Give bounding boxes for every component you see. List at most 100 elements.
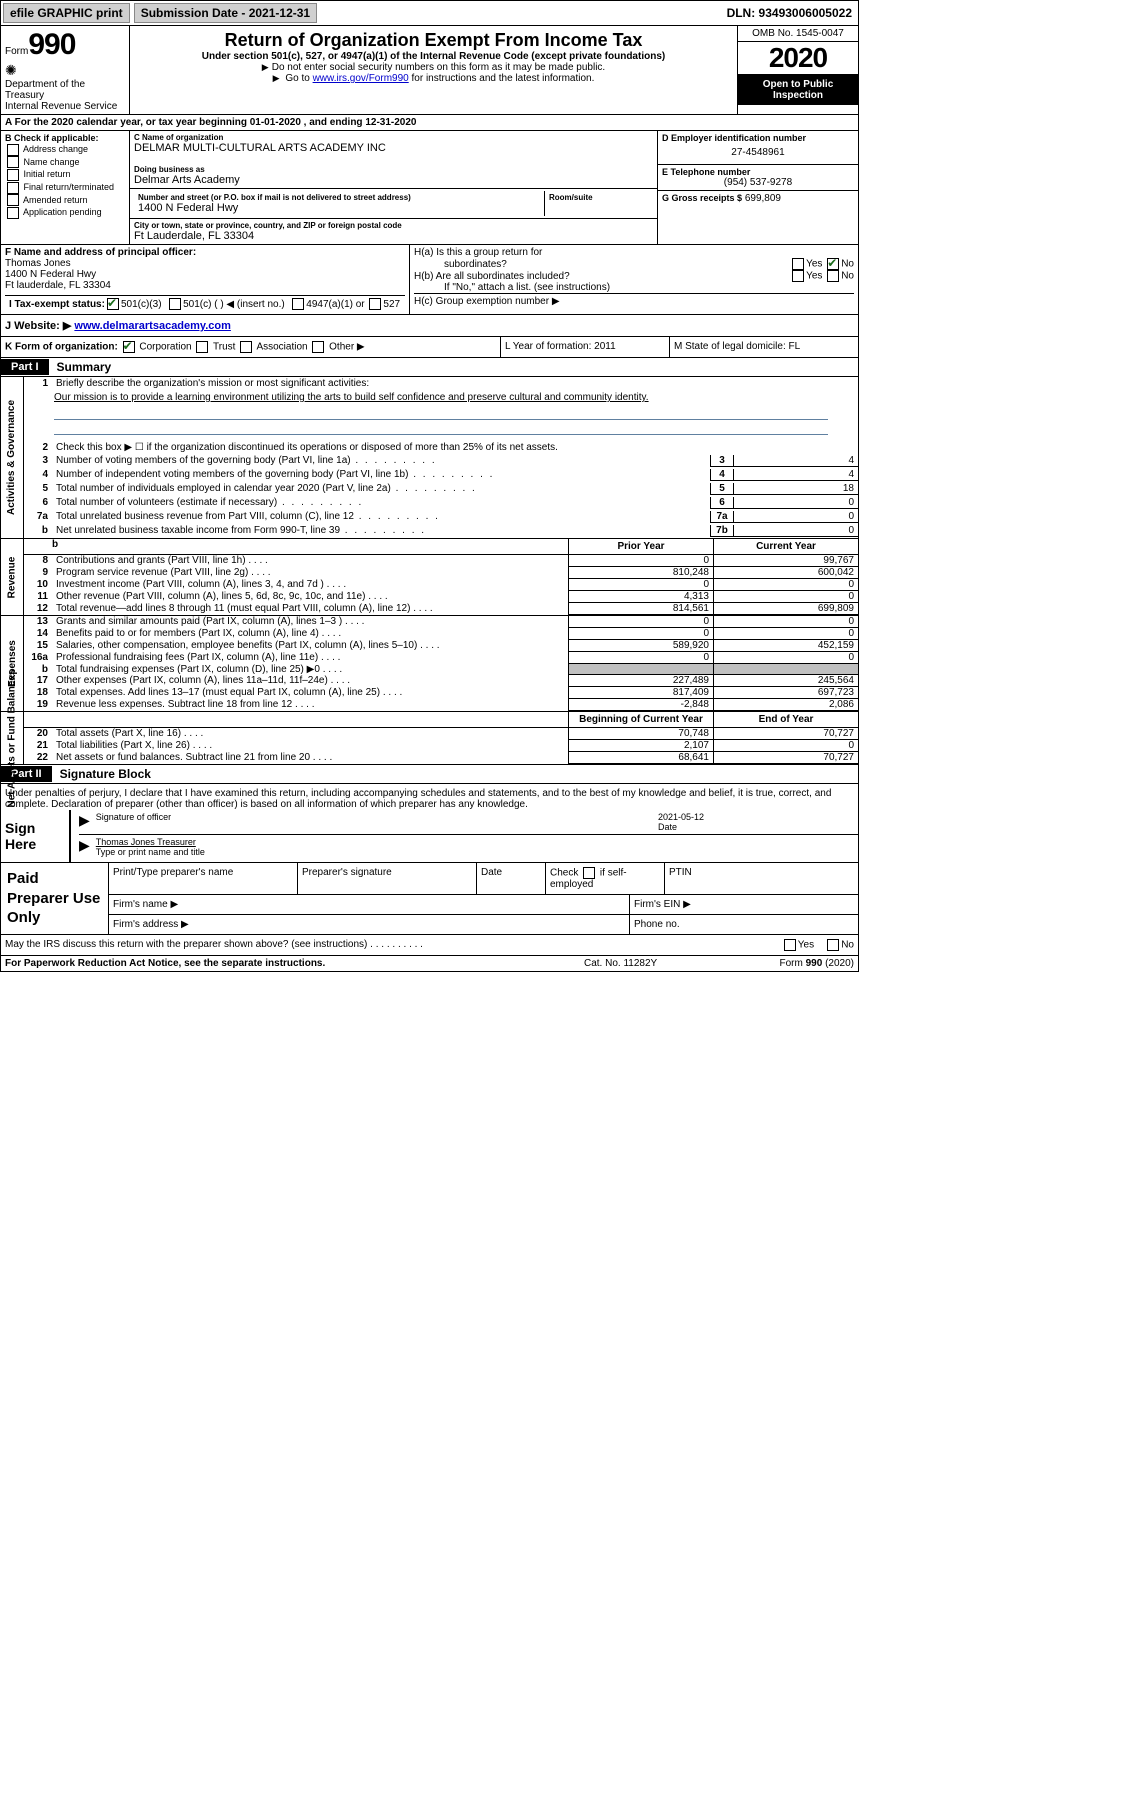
checkbox-other[interactable] bbox=[312, 341, 324, 353]
col-b: B Check if applicable: Address change Na… bbox=[1, 131, 130, 244]
ha-label: H(a) Is this a group return for bbox=[414, 247, 542, 258]
prior-val: 589,920 bbox=[568, 640, 713, 652]
table-row: 15Salaries, other compensation, employee… bbox=[24, 640, 858, 652]
website-link[interactable]: www.delmarartsacademy.com bbox=[74, 320, 231, 332]
prior-val: 0 bbox=[568, 652, 713, 664]
table-row: 10Investment income (Part VIII, column (… bbox=[24, 579, 858, 591]
checkbox-trust[interactable] bbox=[196, 341, 208, 353]
line-num: 8 bbox=[24, 555, 52, 567]
submission-date-button[interactable]: Submission Date - 2021-12-31 bbox=[134, 3, 317, 23]
netassets-section: Net Assets or Fund Balances Beginning of… bbox=[1, 712, 858, 765]
checkbox-corp[interactable] bbox=[123, 341, 135, 353]
checkbox-final-return[interactable] bbox=[7, 182, 19, 194]
prior-val: 0 bbox=[568, 616, 713, 628]
curr-val: 0 bbox=[713, 628, 858, 640]
name-label: C Name of organization bbox=[134, 133, 653, 142]
governance-label: Activities & Governance bbox=[1, 377, 24, 538]
paid-preparer-label: Paid Preparer Use Only bbox=[1, 863, 108, 934]
line-text: Total liabilities (Part X, line 26) . . … bbox=[52, 740, 568, 752]
line-text: Other expenses (Part IX, column (A), lin… bbox=[52, 675, 568, 687]
hb-label: H(b) Are all subordinates included? bbox=[414, 271, 570, 282]
curr-val: 600,042 bbox=[713, 567, 858, 579]
checkbox-hb-yes[interactable] bbox=[792, 270, 804, 282]
dba-label: Doing business as bbox=[134, 165, 653, 174]
table-row: bTotal fundraising expenses (Part IX, co… bbox=[24, 664, 858, 675]
ha-no: No bbox=[841, 259, 854, 270]
irs-link[interactable]: www.irs.gov/Form990 bbox=[313, 73, 409, 84]
line-num: 16a bbox=[24, 652, 52, 664]
line-text: Total revenue—add lines 8 through 11 (mu… bbox=[52, 603, 568, 615]
curr-val: 699,809 bbox=[713, 603, 858, 615]
paid-r3c1: Firm's address ▶ bbox=[109, 915, 630, 934]
checkbox-self-employed[interactable] bbox=[583, 867, 595, 879]
table-row: 19Revenue less expenses. Subtract line 1… bbox=[24, 699, 858, 711]
perjury-text: Under penalties of perjury, I declare th… bbox=[1, 784, 858, 810]
checkbox-initial-return[interactable] bbox=[7, 169, 19, 181]
line-text: Grants and similar amounts paid (Part IX… bbox=[52, 616, 568, 628]
efile-button[interactable]: efile GRAPHIC print bbox=[3, 3, 130, 23]
checkbox-address-change[interactable] bbox=[7, 144, 19, 156]
checkbox-name-change[interactable] bbox=[7, 156, 19, 168]
checkbox-ha-yes[interactable] bbox=[792, 258, 804, 270]
line3-text: Number of voting members of the governin… bbox=[56, 455, 351, 466]
line-text: Revenue less expenses. Subtract line 18 … bbox=[52, 699, 568, 711]
paid-r3c2: Phone no. bbox=[630, 915, 858, 934]
curr-val: 245,564 bbox=[713, 675, 858, 687]
b-label: B Check if applicable: bbox=[5, 133, 125, 143]
line-text: Benefits paid to or for members (Part IX… bbox=[52, 628, 568, 640]
checkbox-pending[interactable] bbox=[7, 207, 19, 219]
table-row: 14Benefits paid to or for members (Part … bbox=[24, 628, 858, 640]
paid-r1c5: PTIN bbox=[665, 863, 858, 894]
checkbox-amended[interactable] bbox=[7, 194, 19, 206]
table-row: 18Total expenses. Add lines 13–17 (must … bbox=[24, 687, 858, 699]
checkbox-discuss-no[interactable] bbox=[827, 939, 839, 951]
irs-label: Internal Revenue Service bbox=[5, 101, 125, 112]
col-de: D Employer identification number 27-4548… bbox=[657, 131, 858, 244]
checkbox-527[interactable] bbox=[369, 298, 381, 310]
line-num: 14 bbox=[24, 628, 52, 640]
street-label: Number and street (or P.O. box if mail i… bbox=[138, 193, 540, 202]
topbar: efile GRAPHIC print Submission Date - 20… bbox=[1, 1, 858, 26]
ha2-label: subordinates? bbox=[414, 259, 507, 270]
opt-assoc: Association bbox=[256, 342, 307, 353]
header-left: Form990 ✺ Department of the Treasury Int… bbox=[1, 26, 130, 114]
table-row: 11Other revenue (Part VIII, column (A), … bbox=[24, 591, 858, 603]
netassets-label: Net Assets or Fund Balances bbox=[1, 712, 24, 764]
form-title: Return of Organization Exempt From Incom… bbox=[136, 30, 731, 51]
dept-label: Department of the Treasury bbox=[5, 79, 125, 101]
form-subtitle: Under section 501(c), 527, or 4947(a)(1)… bbox=[136, 51, 731, 62]
sig-date-val: 2021-05-12 bbox=[658, 812, 704, 822]
header-mid: Return of Organization Exempt From Incom… bbox=[130, 26, 737, 114]
officer-addr1: 1400 N Federal Hwy bbox=[5, 269, 405, 280]
checkbox-501c3[interactable] bbox=[107, 298, 119, 310]
checkbox-501c[interactable] bbox=[169, 298, 181, 310]
footer-right-bold: 990 bbox=[806, 958, 823, 969]
line-num: b bbox=[24, 664, 52, 675]
revenue-section: Revenue b Prior Year Current Year 8Contr… bbox=[1, 539, 858, 616]
checkbox-discuss-yes[interactable] bbox=[784, 939, 796, 951]
line-text: Other revenue (Part VIII, column (A), li… bbox=[52, 591, 568, 603]
checkbox-assoc[interactable] bbox=[240, 341, 252, 353]
header-right: OMB No. 1545-0047 2020 Open to Public In… bbox=[737, 26, 858, 114]
table-row: 22Net assets or fund balances. Subtract … bbox=[24, 752, 858, 764]
checkbox-4947[interactable] bbox=[292, 298, 304, 310]
line-text: Net assets or fund balances. Subtract li… bbox=[52, 752, 568, 764]
dln-label: DLN: 93493006005022 bbox=[721, 4, 858, 22]
curr-val: 0 bbox=[713, 591, 858, 603]
line-text: Professional fundraising fees (Part IX, … bbox=[52, 652, 568, 664]
form-number: 990 bbox=[28, 28, 75, 61]
checkbox-ha-no[interactable] bbox=[827, 258, 839, 270]
table-row: 8Contributions and grants (Part VIII, li… bbox=[24, 555, 858, 567]
checkbox-hb-no[interactable] bbox=[827, 270, 839, 282]
prior-val: 0 bbox=[568, 628, 713, 640]
prior-val: 4,313 bbox=[568, 591, 713, 603]
prior-val: 70,748 bbox=[568, 728, 713, 740]
prior-val: 227,489 bbox=[568, 675, 713, 687]
city-label: City or town, state or province, country… bbox=[134, 221, 653, 230]
line-text: Contributions and grants (Part VIII, lin… bbox=[52, 555, 568, 567]
curr-val: 2,086 bbox=[713, 699, 858, 711]
hdr-blank: b bbox=[24, 539, 568, 554]
opt-initial-return: Initial return bbox=[24, 169, 71, 179]
arrow-icon: ▶ bbox=[79, 812, 90, 832]
col-h: H(a) Is this a group return for subordin… bbox=[410, 245, 858, 314]
